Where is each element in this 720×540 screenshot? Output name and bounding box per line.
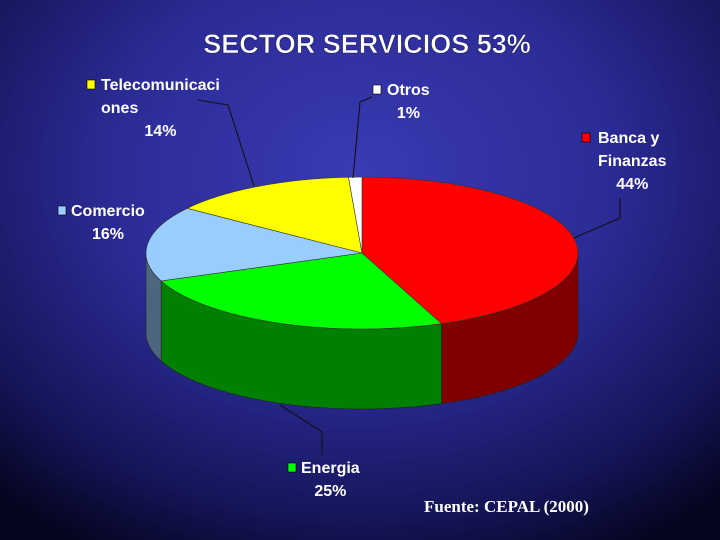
slice-otros [348,176,363,254]
pie-sides [145,252,579,410]
slice-value-energia: 25% [314,483,346,500]
source-note: Fuente: CEPAL (2000) [424,497,589,516]
slice-value-banca-y-finanzas: 44% [616,176,648,193]
slice-comercio [145,208,363,282]
leader-lines [197,96,621,455]
slice-value-comercio: 16% [92,226,124,243]
slice-energia [160,252,443,330]
slice-banca-y-finanzas [361,176,579,324]
leader-line-telecomunicaciones [197,99,255,187]
legend-marker-otros [372,84,382,95]
chart-title: SECTOR SERVICIOS 53% [203,29,531,59]
slice-label-comercio: Comercio [71,203,145,220]
slice-labels: Banca y Finanzas 44% Energia 25% Comercio 16% T… [57,77,667,500]
slice-label-otros: Otros [387,82,430,99]
slice-label-banca-y-finanzas: Banca y [598,130,659,147]
slice-label-energia: Energia [301,460,360,477]
legend-marker-telecomunicaciones [86,79,96,90]
slice-telecomunicaciones [186,176,363,254]
slice-value-otros: 1% [397,105,420,122]
leader-line-energia [279,404,323,455]
slice-label-telecomunicaciones: ones [101,100,138,117]
leader-line-otros [352,96,373,179]
slice-label-telecomunicaciones: Telecomunicaci [101,77,220,94]
leader-line-banca-y-finanzas [573,198,621,239]
pie-tops [145,176,579,330]
legend-marker-comercio [57,205,67,216]
legend-marker-banca-y-finanzas [581,132,591,143]
slice-value-telecomunicaciones: 14% [144,123,176,140]
slice-label-banca-y-finanzas: Finanzas [598,153,667,170]
legend-marker-energia [287,462,297,473]
